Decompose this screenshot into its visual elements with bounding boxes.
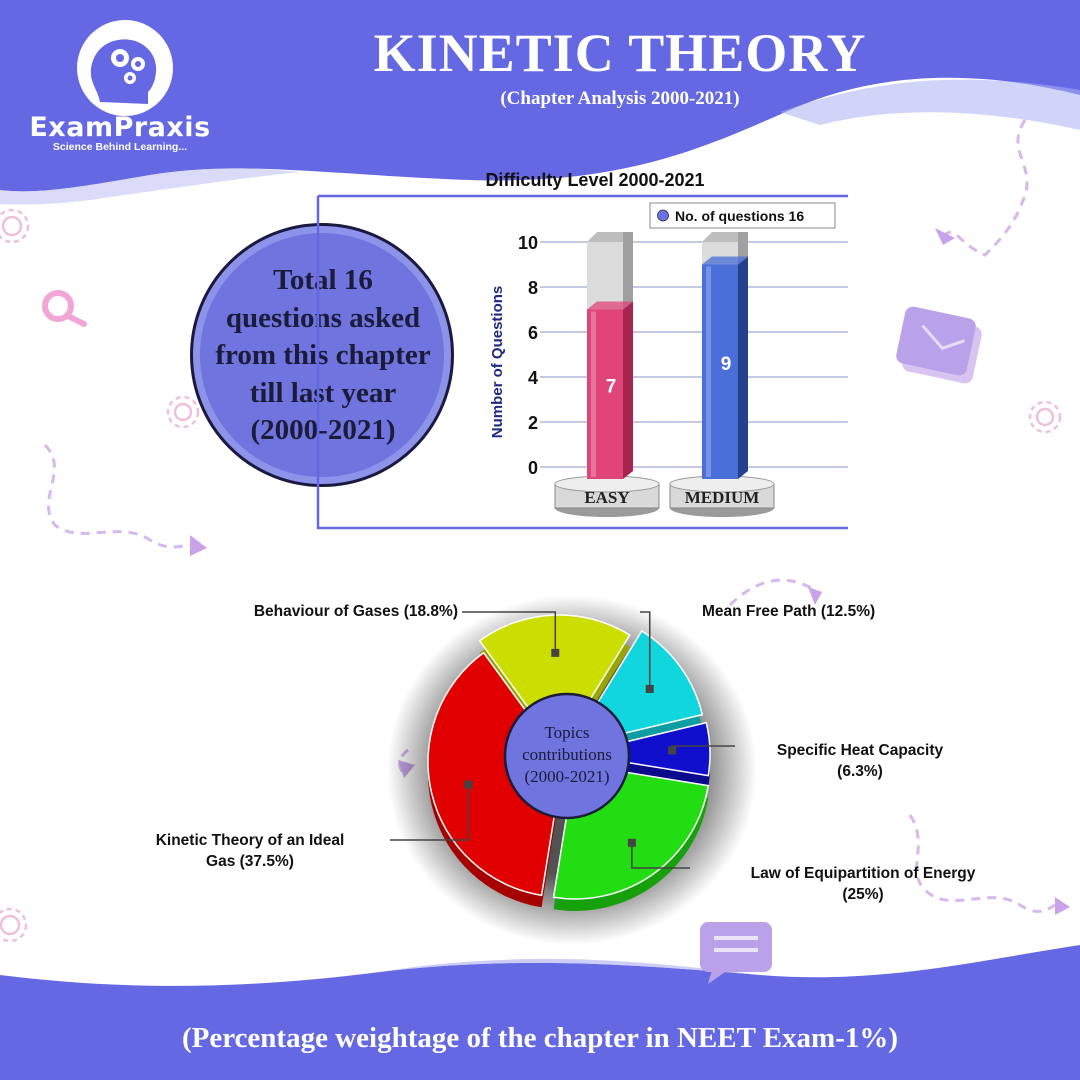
pie-slice-specific-heat-capacity (574, 721, 711, 777)
summary-circle (190, 223, 454, 487)
bar-side (623, 301, 633, 479)
difficulty-bar-chart: Difficulty Level 2000-2021 0 2 4 6 8 10 EASY 7… (316, 170, 848, 530)
pie-label-equipartition: Law of Equipartition of Energy (25%) (750, 865, 976, 903)
arrow-decoration-icon (808, 587, 822, 605)
summary-line: (2000-2021) (250, 414, 396, 446)
bar-ghost (587, 242, 623, 310)
center-label-line: Topics (544, 723, 590, 742)
arrow-decoration-icon (190, 535, 207, 556)
pie-label-specific-heat: Specific Heat Capacity (6.3%) (776, 742, 944, 780)
pie-center-label: Topics contributions (2000-2021) (502, 722, 632, 788)
page-subtitle: (Chapter Analysis 2000-2021) (500, 88, 740, 109)
leader-marker (668, 746, 677, 755)
summary-line: Total 16 (273, 264, 373, 296)
leader-marker (645, 684, 654, 693)
chart-frame (316, 194, 848, 530)
leader-line (631, 842, 690, 869)
x-tick-label: EASY (584, 488, 629, 507)
header-wave (0, 0, 1080, 192)
envelope-icon (896, 306, 982, 384)
y-tick-label: 0 (528, 458, 538, 478)
pie-label-ideal-gas: Kinetic Theory of an Ideal Gas (37.5%) (155, 832, 345, 870)
bar-easy (587, 309, 623, 479)
legend-swatch (657, 209, 669, 222)
data-label: 7 (606, 376, 617, 397)
brand-tagline: Science Behind Learning... (52, 141, 188, 153)
bar-highlight (591, 311, 596, 477)
topics-pie-chart (387, 595, 757, 945)
legend-label: No. of questions 16 (675, 208, 804, 224)
brand-name: ExamPraxis (29, 112, 211, 143)
center-label-line: (2000-2021) (524, 767, 610, 786)
bar-top (587, 301, 633, 310)
pie-label-behaviour-of-gases: Behaviour of Gases (18.8%) (253, 603, 458, 620)
footer-wave (0, 945, 1080, 1080)
pie-label-mean-free-path: Mean Free Path (12.5%) (702, 603, 876, 620)
chat-bubble-icon (700, 922, 772, 984)
summary-line: questions asked (225, 301, 421, 334)
pie-slice-behaviour-of-gases (478, 614, 631, 752)
bar-ghost (623, 232, 633, 310)
chart-title: Difficulty Level 2000-2021 (485, 170, 704, 190)
page-title: KINETIC THEORY (373, 23, 867, 83)
bar-medium (702, 264, 738, 479)
summary-line: till last year (249, 376, 397, 409)
y-tick-label: 4 (528, 368, 538, 388)
bar-cap (587, 232, 633, 242)
leader-line (640, 611, 651, 689)
summary-line: from this chapter (215, 339, 431, 371)
y-tick-label: 10 (518, 233, 538, 253)
magnifier-icon (42, 290, 87, 327)
arrow-decoration-icon (1055, 897, 1070, 915)
chart-legend (649, 202, 836, 229)
data-label: 9 (721, 354, 732, 375)
y-tick-label: 2 (528, 413, 538, 433)
y-tick-label: 8 (528, 278, 538, 298)
x-tick-label: MEDIUM (685, 488, 760, 507)
bar-highlight (706, 266, 711, 477)
y-axis-label: Number of Questions (489, 286, 506, 439)
bar-cap (702, 232, 748, 242)
arrow-decoration-icon (935, 228, 955, 245)
leader-line (462, 611, 557, 653)
bar-side (738, 256, 748, 479)
pie-slice-kinetic-theory-ideal-gas (427, 651, 564, 897)
leader-marker (551, 648, 560, 657)
head-gears-icon (77, 20, 173, 116)
header-wave-light (780, 79, 1080, 130)
bar-top (702, 256, 748, 265)
footer-note: (Percentage weightage of the chapter in … (181, 1022, 899, 1054)
summary-text: Total 16 questions asked from this chapt… (198, 262, 448, 450)
leader-marker (627, 838, 636, 847)
bar-ghost (738, 232, 748, 265)
center-label-line: contributions (522, 745, 612, 764)
leader-line (390, 784, 470, 841)
pie-center-hole (503, 692, 631, 820)
leader-marker (464, 780, 473, 789)
y-tick-label: 6 (528, 323, 538, 343)
